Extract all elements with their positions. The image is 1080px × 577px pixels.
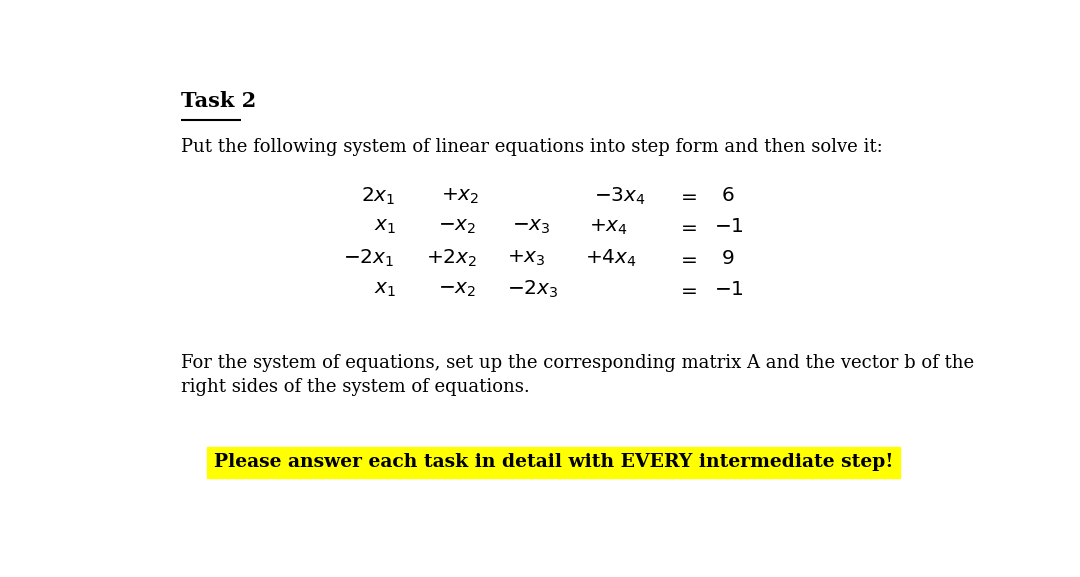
Text: $-x_3$: $-x_3$ [512, 218, 551, 237]
Text: $+4x_4$: $+4x_4$ [585, 248, 637, 269]
Text: $+2x_2$: $+2x_2$ [427, 248, 477, 269]
Text: $+x_3$: $+x_3$ [508, 249, 546, 268]
Text: $-1$: $-1$ [714, 218, 744, 237]
Text: $=$: $=$ [677, 186, 698, 205]
Text: $x_1$: $x_1$ [374, 218, 395, 237]
Text: Put the following system of linear equations into step form and then solve it:: Put the following system of linear equat… [181, 138, 882, 156]
Text: $-x_2$: $-x_2$ [438, 218, 476, 237]
Text: $=$: $=$ [677, 280, 698, 299]
Text: $-2x_3$: $-2x_3$ [508, 279, 558, 300]
Text: $=$: $=$ [677, 218, 698, 237]
Text: $-x_2$: $-x_2$ [438, 280, 476, 299]
Text: $=$: $=$ [677, 249, 698, 268]
Text: $x_1$: $x_1$ [374, 280, 395, 299]
Text: Please answer each task in detail with EVERY intermediate step!: Please answer each task in detail with E… [214, 454, 893, 471]
Text: $9$: $9$ [721, 249, 734, 268]
Text: $+x_4$: $+x_4$ [590, 218, 629, 237]
Text: $-2x_1$: $-2x_1$ [342, 248, 394, 269]
Text: $+x_2$: $+x_2$ [441, 186, 478, 205]
Text: Task 2: Task 2 [181, 92, 256, 111]
Text: $-3x_4$: $-3x_4$ [594, 185, 646, 207]
Text: right sides of the system of equations.: right sides of the system of equations. [181, 378, 530, 396]
Text: For the system of equations, set up the corresponding matrix A and the vector b : For the system of equations, set up the … [181, 354, 974, 372]
Text: $6$: $6$ [721, 186, 734, 205]
Text: $2x_1$: $2x_1$ [361, 185, 395, 207]
Text: $-1$: $-1$ [714, 280, 744, 299]
